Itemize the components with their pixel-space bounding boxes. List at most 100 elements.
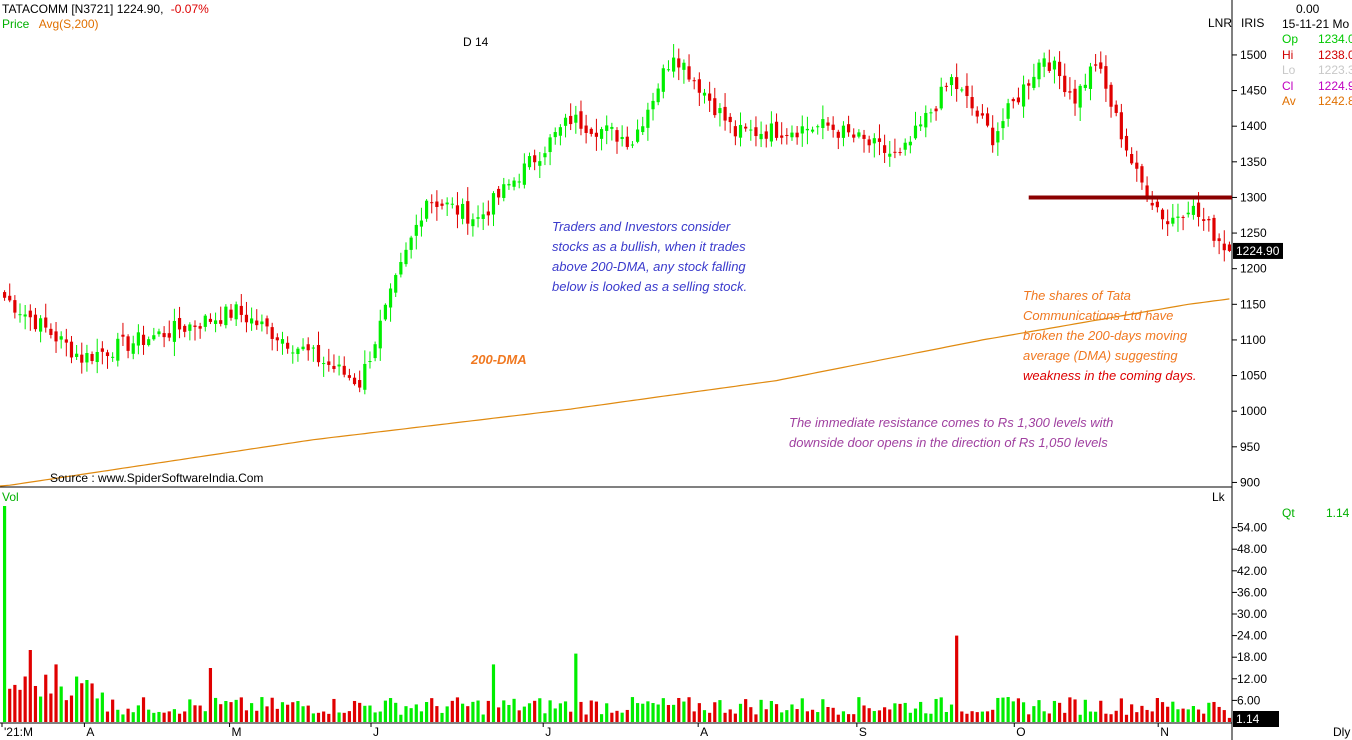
volume-bar <box>934 698 938 722</box>
candle-body <box>723 106 727 121</box>
candle-body <box>2 292 7 298</box>
candle-body <box>630 144 635 146</box>
candle-body <box>219 320 223 324</box>
candle-body <box>1186 212 1190 215</box>
candle-body <box>913 125 918 139</box>
ohlc-row-hi: Hi 1238.00 <box>1282 48 1352 64</box>
volume-bar <box>1227 717 1232 722</box>
candle-body <box>872 138 876 144</box>
lock-label[interactable]: Lk <box>1212 490 1225 504</box>
volume-bar <box>332 698 336 722</box>
price-tick-label: 1450 <box>1240 84 1267 98</box>
volume-bar <box>342 712 346 722</box>
candle-body <box>1140 166 1144 183</box>
volume-bar <box>903 702 907 722</box>
candle-body <box>100 348 104 352</box>
volume-bar <box>949 704 954 722</box>
volume-bar <box>744 699 748 722</box>
volume-bar <box>646 701 650 722</box>
month-tick-label: A <box>700 725 708 739</box>
candle-body <box>18 314 22 316</box>
candle-body <box>1119 112 1123 140</box>
volume-bar <box>383 700 388 722</box>
volume-bar <box>234 699 238 722</box>
candle-body <box>893 151 897 153</box>
volume-bar <box>33 685 38 722</box>
candle-body <box>461 203 465 219</box>
volume-bar <box>1135 712 1139 722</box>
volume-bar <box>800 698 804 722</box>
bullish-note: Traders and Investors consider stocks as… <box>552 217 747 297</box>
volume-bar <box>980 711 984 722</box>
candle-body <box>687 66 691 80</box>
price-tick-label: 1000 <box>1240 404 1267 418</box>
candle-body <box>836 131 840 138</box>
volume-bar <box>116 709 120 722</box>
candle-body <box>352 377 357 385</box>
period-label[interactable]: Dly <box>1333 725 1351 739</box>
candle-body <box>234 304 238 320</box>
candle-body <box>455 205 460 215</box>
candle-body <box>306 344 310 351</box>
candle-body <box>1124 135 1129 151</box>
ohlc-value: 1223.30 <box>1318 63 1352 77</box>
ohlc-key: Hi <box>1282 47 1294 62</box>
candle-body <box>445 202 449 205</box>
source-label: Source : www.SpiderSoftwareIndia.Com <box>50 471 264 485</box>
volume-bar <box>841 711 846 722</box>
month-tick-label: A <box>86 725 94 739</box>
candle-body <box>605 125 609 131</box>
volume-bar <box>1063 712 1067 722</box>
candle-body <box>1011 99 1015 102</box>
candle-body <box>497 188 501 198</box>
volume-bar <box>877 710 882 722</box>
ohlc-row-cl: Cl 1224.90 <box>1282 79 1352 95</box>
candle-body <box>90 354 94 361</box>
volume-bar <box>852 714 856 722</box>
candle-body <box>970 97 974 109</box>
price-tick-label: 1300 <box>1240 190 1267 204</box>
candle-body <box>33 314 38 330</box>
candle-body <box>131 343 135 354</box>
candle-body <box>255 320 259 326</box>
candle-body <box>193 325 197 327</box>
volume-bar <box>836 714 840 722</box>
candle-body <box>991 127 995 146</box>
scale-label[interactable]: LNR <box>1208 16 1233 30</box>
candle-body <box>435 201 439 207</box>
candle-body <box>646 109 650 128</box>
candle-body <box>85 353 89 363</box>
dma-200-line <box>0 298 1230 487</box>
volume-bar <box>126 708 130 722</box>
volume-bar <box>826 707 830 722</box>
candle-body <box>183 325 187 332</box>
candle-body <box>661 68 665 92</box>
candle-body <box>980 113 984 116</box>
candle-body <box>347 375 351 378</box>
volume-bar <box>1011 701 1015 722</box>
volume-bar <box>368 705 372 722</box>
candle-body <box>862 134 866 139</box>
month-tick-label: J <box>373 725 379 739</box>
candle-body <box>898 152 902 154</box>
candle-body <box>929 112 933 114</box>
last-price-label: 1224.90, <box>116 2 164 16</box>
volume-bar <box>1130 704 1134 722</box>
candle-body <box>635 129 640 142</box>
candle-body <box>1037 62 1041 80</box>
candle-body <box>188 324 192 331</box>
candle-body <box>1057 61 1062 77</box>
candle-body <box>522 163 526 185</box>
candle-body <box>1052 60 1057 70</box>
volume-bar <box>512 698 516 722</box>
candle-body <box>610 126 614 129</box>
breakdown-note-line: Communications Ltd have <box>1023 308 1174 323</box>
volume-bar <box>44 674 48 722</box>
ohlc-info-panel: Op 1234.00 Hi 1238.00 Lo 1223.30 Cl 1224.90 Av 12… <box>1282 32 1352 110</box>
volume-bar <box>913 708 918 722</box>
candle-body <box>934 108 938 112</box>
iris-label[interactable]: IRIS <box>1241 16 1265 30</box>
candle-body <box>1130 154 1134 164</box>
volume-bar <box>831 707 835 722</box>
chart-frame <box>0 0 1233 740</box>
